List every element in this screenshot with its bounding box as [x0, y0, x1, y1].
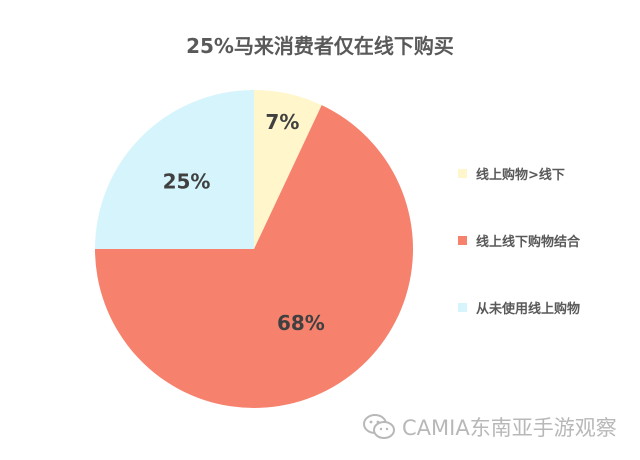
legend-label: 线上线下购物结合 [476, 234, 581, 250]
legend-item-never-online: 从未使用线上购物 [458, 298, 581, 317]
chart-title: 25%马来消费者仅在线下购买 [186, 34, 454, 58]
wechat-icon [363, 414, 395, 439]
legend-label: 从未使用线上购物 [476, 301, 581, 317]
legend-item-online-more: 线上购物>线下 [458, 164, 580, 183]
slice-never-online [95, 90, 254, 249]
pie-slices [95, 90, 414, 408]
data-label: 25% [163, 170, 211, 194]
legend-swatch [458, 168, 467, 178]
legend-swatch [458, 235, 467, 245]
legend-item-combined: 线上线下购物结合 [458, 231, 581, 250]
pie-data-labels: 7% 68% 25% [163, 110, 325, 335]
watermark: CAMIA东南亚手游观察 [362, 412, 617, 442]
legend: 线上购物>线下 线上线下购物结合 从未使用线上购物 [458, 164, 580, 365]
data-label: 7% [265, 110, 299, 134]
slice-online-more [254, 90, 322, 249]
legend-label: 线上购物>线下 [476, 167, 565, 183]
data-label: 68% [277, 311, 325, 335]
legend-swatch [458, 302, 467, 312]
slice-combined [95, 105, 414, 408]
watermark-text: CAMIA东南亚手游观察 [402, 416, 617, 440]
